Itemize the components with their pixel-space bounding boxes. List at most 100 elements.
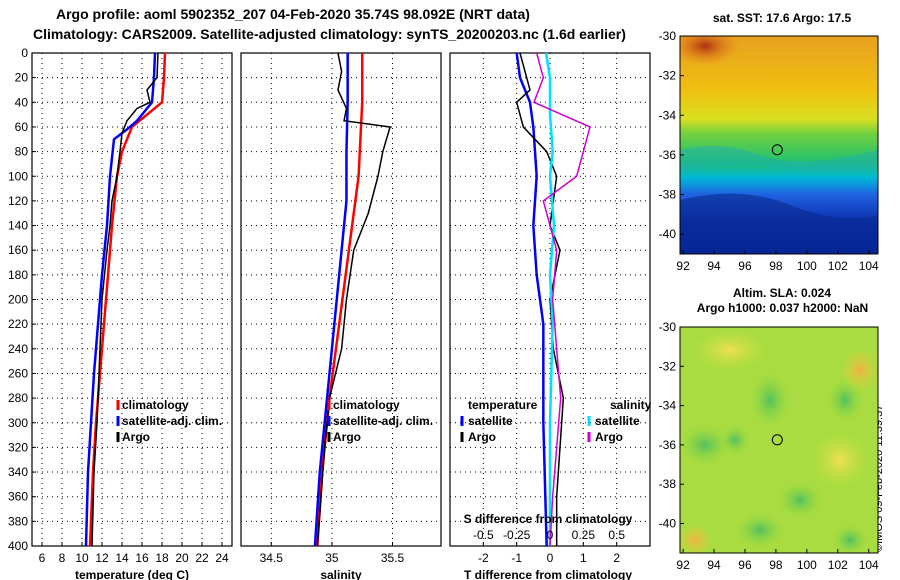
- series-satellite-adj-clim-: [313, 53, 349, 547]
- map-lon-label: 98: [769, 558, 783, 572]
- y-tick-label: 360: [8, 490, 28, 504]
- y-tick-label: 380: [8, 514, 28, 528]
- map-lon-label: 92: [676, 259, 690, 273]
- y-tick-label: 180: [8, 268, 28, 282]
- x-tick-label-s: -0.5: [473, 528, 494, 542]
- plot-frame-salinity: [240, 52, 442, 547]
- x-tick-label: 35: [325, 551, 339, 565]
- legend-label: Argo: [333, 430, 361, 444]
- x-tick-label: -1: [511, 551, 522, 565]
- series-argo: [91, 52, 159, 547]
- map-lat-label: -38: [659, 188, 677, 202]
- y-tick-label: 260: [8, 366, 28, 380]
- y-tick-label: 20: [15, 71, 29, 85]
- x-tick-label: 20: [175, 551, 189, 565]
- x-axis-label-salinity: salinity: [320, 568, 362, 580]
- x-tick-label-s: 0.25: [572, 528, 596, 542]
- grid-temperature: [32, 53, 232, 546]
- map-lon-label: 102: [828, 259, 848, 273]
- legend-header-temperature: temperature: [468, 398, 538, 412]
- argo-position-marker: [771, 144, 783, 156]
- panel-salinity: 34.5 35 35.5 salinity climatology satellite-a…: [240, 52, 442, 580]
- profile-panels: 6 8 10 12 14 16 18 20 22 240204060801001201401601…: [8, 46, 652, 580]
- legend-label: climatology: [122, 398, 189, 412]
- series-s-argo: [533, 52, 591, 547]
- x-axis-label-s-difference: S difference from climatology: [464, 512, 633, 526]
- map-lat-label: -30: [659, 29, 677, 43]
- x-tick-label: 35.5: [381, 551, 405, 565]
- map-lon-label: 104: [859, 558, 879, 572]
- map-lon-label: 100: [797, 259, 817, 273]
- legend-label: satellite: [468, 414, 513, 428]
- y-tick-label: 100: [8, 169, 28, 183]
- sst-map-title: sat. SST: 17.6 Argo: 17.5: [712, 11, 852, 25]
- y-tick-label: 220: [8, 317, 28, 331]
- x-axis-label-difference: T difference from climatology: [464, 568, 632, 580]
- y-tick-label: 200: [8, 293, 28, 307]
- x-tick-label: 24: [215, 551, 229, 565]
- y-tick-label: 120: [8, 194, 28, 208]
- map-lon-label: 98: [769, 259, 783, 273]
- series-t-satellite: [515, 52, 548, 547]
- map-lat-label: -30: [659, 320, 677, 334]
- x-tick-label: 12: [95, 551, 109, 565]
- legend-label: climatology: [333, 398, 400, 412]
- panel-difference: -2 -1 0 1 2 T difference from climatology temp…: [449, 52, 652, 580]
- sla-map-subtitle: Argo h1000: 0.037 h2000: NaN: [696, 301, 869, 315]
- x-tick-label: 18: [155, 551, 169, 565]
- legend-label: Argo: [595, 430, 623, 444]
- map-lon-label: 94: [707, 259, 721, 273]
- y-tick-label: 400: [8, 539, 28, 553]
- y-tick-label: 320: [8, 440, 28, 454]
- y-tick-label: 280: [8, 391, 28, 405]
- x-tick-label-s: 0.5: [608, 528, 625, 542]
- x-tick-label: 2: [613, 551, 620, 565]
- y-tick-label: 40: [15, 95, 29, 109]
- sla-map-title: Altim. SLA: 0.024: [732, 286, 832, 300]
- y-tick-label: 140: [8, 219, 28, 233]
- y-tick-label: 80: [15, 145, 29, 159]
- panel-temperature: 6 8 10 12 14 16 18 20 22 240204060801001201401601…: [8, 46, 233, 580]
- series-t-argo: [515, 52, 565, 546]
- y-tick-label: 340: [8, 465, 28, 479]
- sla-map: [680, 327, 878, 553]
- legend-label: satellite-adj. clim.: [122, 414, 222, 428]
- grid-salinity: [241, 53, 441, 546]
- legend-header-salinity: salinity: [610, 398, 652, 412]
- map-lat-label: -38: [659, 477, 677, 491]
- x-tick-label: 14: [115, 551, 129, 565]
- x-tick-label-s: -0.25: [503, 528, 531, 542]
- map-lon-label: 94: [707, 558, 721, 572]
- series-satellite-adj-clim-: [84, 52, 157, 547]
- map-lat-label: -34: [659, 399, 677, 413]
- x-tick-label: 34.5: [260, 551, 284, 565]
- x-tick-label: 8: [59, 551, 66, 565]
- x-tick-label: 16: [135, 551, 149, 565]
- argo-position-marker: [771, 434, 783, 446]
- map-lon-label: 100: [797, 558, 817, 572]
- title-line-1: Argo profile: aoml 5902352_207 04-Feb-20…: [56, 6, 530, 22]
- map-lat-label: -32: [659, 359, 677, 373]
- x-tick-label: 1: [580, 551, 587, 565]
- map-lat-label: -40: [659, 517, 677, 531]
- series-argo: [316, 52, 392, 547]
- legend-label: satellite-adj. clim.: [333, 414, 433, 428]
- map-lon-label: 92: [676, 558, 690, 572]
- y-tick-label: 240: [8, 342, 28, 356]
- x-tick-label: 10: [75, 551, 89, 565]
- map-lat-label: -36: [659, 438, 677, 452]
- series-climatology: [316, 53, 364, 547]
- legend-label: satellite: [595, 414, 640, 428]
- legend-label: Argo: [122, 430, 150, 444]
- map-lon-label: 96: [738, 259, 752, 273]
- x-tick-label: 0: [547, 551, 554, 565]
- x-tick-label: 22: [195, 551, 209, 565]
- y-tick-label: 160: [8, 243, 28, 257]
- map-lat-label: -40: [659, 227, 677, 241]
- map-lat-label: -32: [659, 69, 677, 83]
- title-line-2: Climatology: CARS2009. Satellite-adjuste…: [33, 26, 626, 42]
- y-tick-label: 300: [8, 416, 28, 430]
- y-tick-label: 60: [15, 120, 29, 134]
- x-tick-label-s: 0: [547, 528, 554, 542]
